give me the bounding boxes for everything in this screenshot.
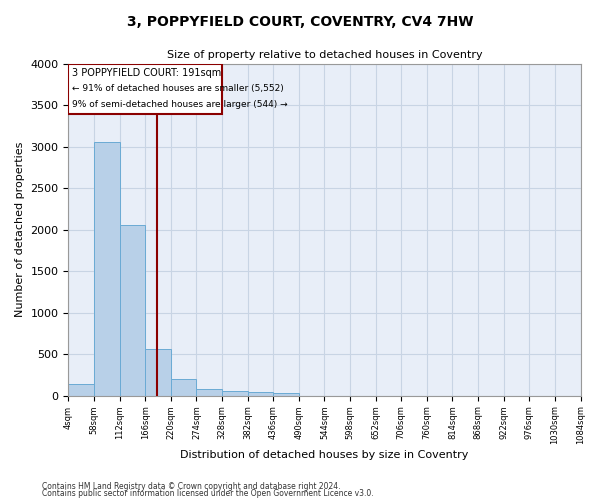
Bar [94,142,119,396]
Bar [196,389,222,396]
Bar [222,390,248,396]
Text: ← 91% of detached houses are smaller (5,552): ← 91% of detached houses are smaller (5,… [72,84,284,94]
Text: 9% of semi-detached houses are larger (544) →: 9% of semi-detached houses are larger (5… [72,100,288,108]
Bar [273,393,299,396]
Bar [145,349,171,396]
Text: Contains HM Land Registry data © Crown copyright and database right 2024.: Contains HM Land Registry data © Crown c… [42,482,341,491]
Text: 3 POPPYFIELD COURT: 191sqm: 3 POPPYFIELD COURT: 191sqm [72,68,221,78]
X-axis label: Distribution of detached houses by size in Coventry: Distribution of detached houses by size … [180,450,469,460]
Bar [248,392,273,396]
Text: Contains public sector information licensed under the Open Government Licence v3: Contains public sector information licen… [42,489,374,498]
Bar [171,379,196,396]
Bar [68,384,94,396]
Bar [68,64,222,114]
Text: 3, POPPYFIELD COURT, COVENTRY, CV4 7HW: 3, POPPYFIELD COURT, COVENTRY, CV4 7HW [127,15,473,29]
Bar [119,224,145,396]
Y-axis label: Number of detached properties: Number of detached properties [15,142,25,318]
Title: Size of property relative to detached houses in Coventry: Size of property relative to detached ho… [167,50,482,60]
